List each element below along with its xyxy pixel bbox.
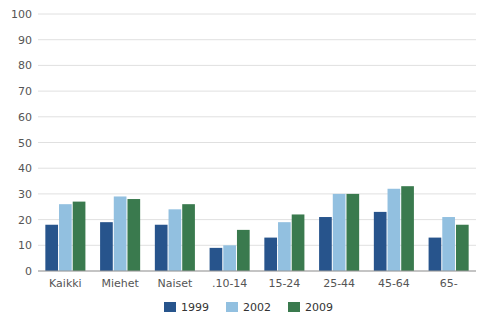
bar (456, 225, 469, 271)
y-tick-label: 80 (18, 59, 32, 72)
x-tick-label: 65- (440, 277, 458, 290)
grid-line (38, 65, 476, 66)
grid-line (38, 14, 476, 15)
bar (442, 217, 455, 271)
grid-line (38, 91, 476, 92)
legend-swatch (226, 302, 238, 312)
y-tick-label: 90 (18, 34, 32, 47)
y-tick-label: 100 (11, 8, 32, 21)
bar (45, 225, 58, 271)
grid-line (38, 116, 476, 117)
bar (223, 245, 236, 271)
grid-line (38, 168, 476, 169)
legend-label: 1999 (181, 301, 209, 314)
bar (278, 222, 291, 271)
bar (182, 204, 195, 271)
legend-swatch (164, 302, 176, 312)
y-tick-label: 50 (18, 137, 32, 150)
y-tick-label: 10 (18, 239, 32, 252)
bar (210, 248, 223, 271)
legend-label: 2002 (243, 301, 271, 314)
bar (264, 238, 277, 271)
bar (401, 186, 414, 271)
x-tick-label: 25-44 (323, 277, 355, 290)
grid (38, 14, 476, 271)
x-tick-label: 15-24 (268, 277, 300, 290)
y-tick-label: 60 (18, 111, 32, 124)
y-tick-label: 20 (18, 214, 32, 227)
legend-label: 2009 (305, 301, 333, 314)
grid-line (38, 39, 476, 40)
bar (169, 209, 182, 271)
legend-swatch (288, 302, 300, 312)
bar (114, 196, 127, 271)
y-tick-label: 70 (18, 85, 32, 98)
x-tick-label: .10-14 (212, 277, 247, 290)
grid-line (38, 271, 476, 272)
chart: 0 10 20 30 40 50 60 70 80 90 100 Kaikki Miehet Naiset… (0, 0, 488, 329)
x-axis-line (38, 271, 476, 272)
bar (388, 189, 401, 271)
bar (100, 222, 113, 271)
bar (73, 202, 86, 271)
y-tick-label: 0 (25, 265, 32, 278)
grid-line (38, 142, 476, 143)
bar (237, 230, 250, 271)
bar (346, 194, 359, 271)
bar (374, 212, 387, 271)
bar (292, 214, 305, 271)
y-tick-label: 40 (18, 162, 32, 175)
bar (429, 238, 442, 271)
x-tick-label: Miehet (101, 277, 139, 290)
x-tick-label: 45-64 (378, 277, 410, 290)
bar (155, 225, 168, 271)
legend: 1999 2002 2009 (164, 301, 333, 314)
bar (333, 194, 346, 271)
bar (319, 217, 332, 271)
x-tick-label: Kaikki (49, 277, 82, 290)
bars (45, 186, 468, 271)
bar (127, 199, 140, 271)
x-tick-label: Naiset (157, 277, 193, 290)
bar (59, 204, 72, 271)
y-tick-label: 30 (18, 188, 32, 201)
